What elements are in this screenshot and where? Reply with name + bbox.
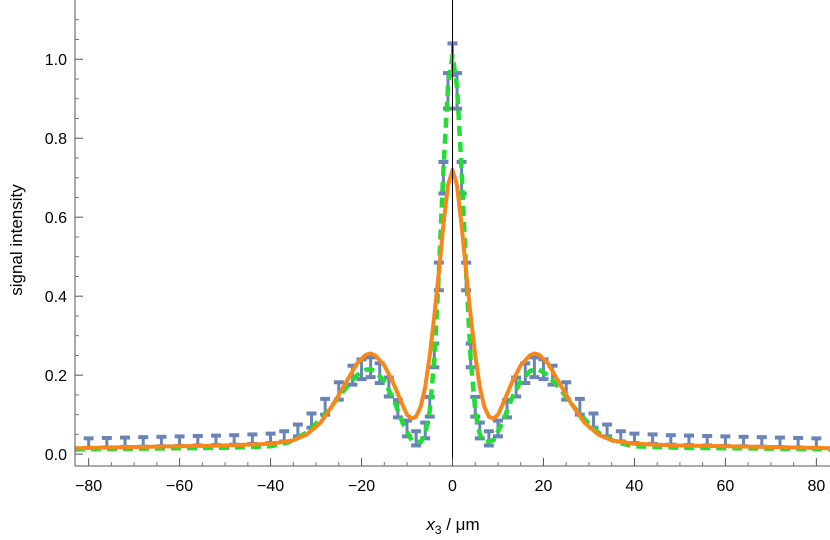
x-tick-label: 60 <box>716 478 734 495</box>
x-tick-label: −20 <box>348 478 375 495</box>
y-tick-label: 0.4 <box>45 289 67 306</box>
errorbar-point <box>411 429 422 448</box>
x-tick-label: −80 <box>75 478 102 495</box>
y-tick-label: 1.0 <box>45 52 67 69</box>
axes: −80 −60 −40 −20 0 20 40 60 80 0.0 0.2 0.4 0.6 0.8 1.0 <box>45 0 830 495</box>
y-axis-label: signal intensity <box>7 184 26 296</box>
x-axis-label: x3 / μm <box>425 515 479 537</box>
x-axis-var: x <box>425 515 435 534</box>
y-tick-label: 0.0 <box>45 447 67 464</box>
x-tick-label: 40 <box>626 478 644 495</box>
y-tick-label: 0.8 <box>45 131 67 148</box>
x-tick-label: −60 <box>166 478 193 495</box>
x-tick-label: 80 <box>807 478 825 495</box>
x-tick-label: 0 <box>448 478 457 495</box>
y-tick-label: 0.6 <box>45 210 67 227</box>
x-tick-label: −40 <box>257 478 284 495</box>
y-tick-label: 0.2 <box>45 368 67 385</box>
errorbar-point <box>602 422 613 439</box>
x-tick-label: 20 <box>535 478 553 495</box>
x-axis-sub: 3 <box>435 523 442 537</box>
errorbar-point <box>529 355 540 380</box>
x-axis-unit: / μm <box>442 515 480 534</box>
